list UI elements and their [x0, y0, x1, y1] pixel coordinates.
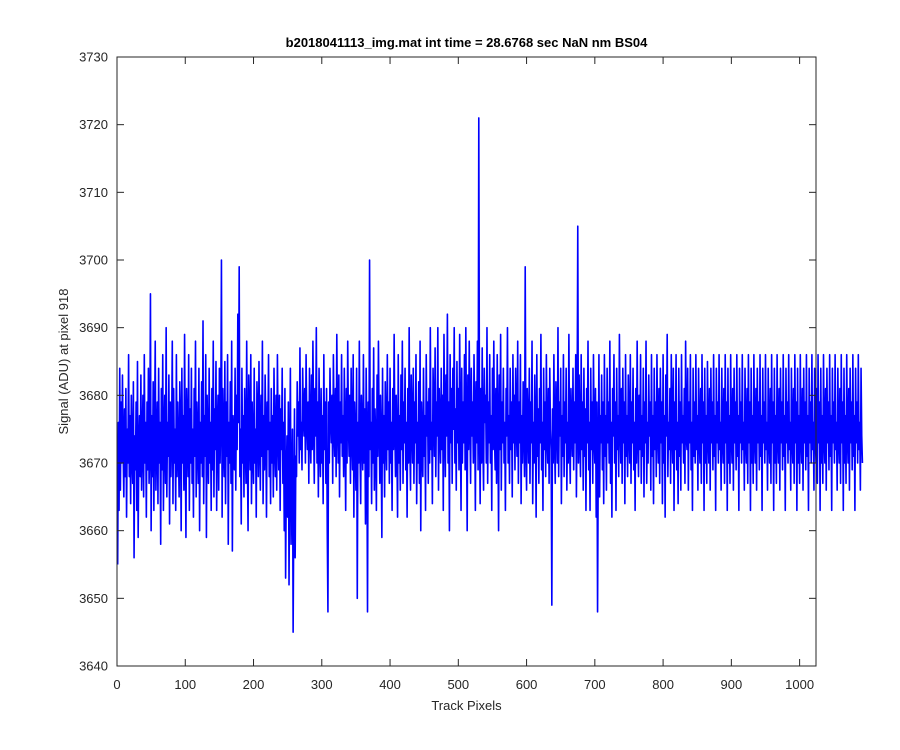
x-tick-label: 100 [174, 677, 196, 692]
y-tick-label: 3710 [79, 185, 108, 200]
x-tick-label: 500 [447, 677, 469, 692]
x-tick-label: 800 [652, 677, 674, 692]
x-tick-label: 1000 [785, 677, 814, 692]
plot-area-frame [116, 56, 817, 667]
y-tick-label: 3670 [79, 456, 108, 471]
x-tick-label: 0 [113, 677, 120, 692]
y-tick-label: 3650 [79, 591, 108, 606]
x-axis-label: Track Pixels [431, 698, 502, 713]
y-tick-label: 3640 [79, 659, 108, 674]
y-tick-label: 3720 [79, 117, 108, 132]
x-tick-label: 200 [243, 677, 265, 692]
y-tick-label: 3690 [79, 320, 108, 335]
x-tick-label: 700 [584, 677, 606, 692]
x-tick-label: 600 [516, 677, 538, 692]
x-tick-label: 400 [379, 677, 401, 692]
y-tick-label: 3680 [79, 388, 108, 403]
x-tick-label: 900 [721, 677, 743, 692]
y-tick-label: 3660 [79, 523, 108, 538]
series-line-0 [116, 117, 864, 633]
y-tick-label: 3700 [79, 253, 108, 268]
y-axis-label: Signal (ADU) at pixel 918 [56, 289, 71, 435]
series-layer [116, 117, 864, 633]
chart-title: b2018041113_img.mat int time = 28.6768 s… [286, 35, 648, 50]
x-tick-label: 300 [311, 677, 333, 692]
tick-label-layer: 0 100 200 300 400 500 600 700 800 900 1000 3640 3650… [79, 50, 814, 693]
y-tick-label: 3730 [79, 50, 108, 65]
